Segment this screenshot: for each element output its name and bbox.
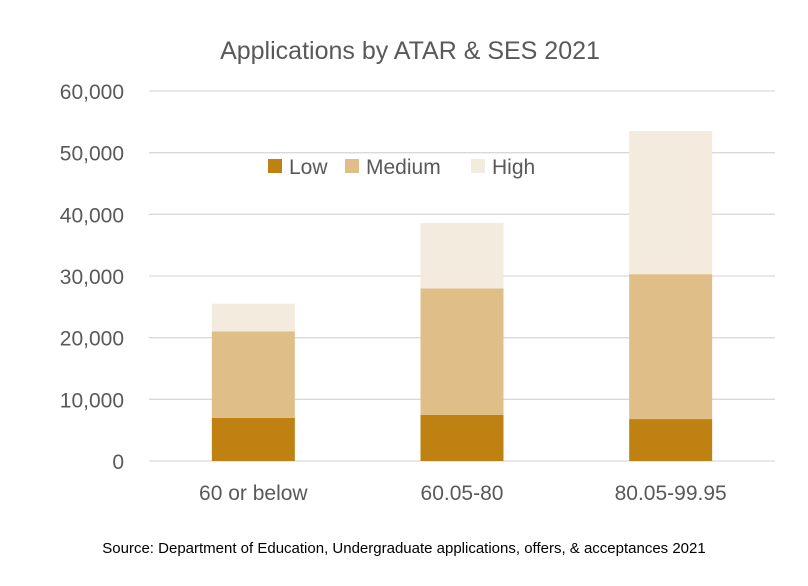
y-tick-label: 50,000 xyxy=(60,143,124,166)
x-tick-label: 60 or below xyxy=(199,482,308,505)
bar-segment-low xyxy=(211,417,295,461)
bar-segment-medium xyxy=(211,331,295,418)
legend-label: Low xyxy=(289,156,328,179)
bar-segment-high xyxy=(629,131,713,275)
legend: Low Medium High xyxy=(268,156,535,179)
bar-segment-low xyxy=(420,414,504,461)
y-axis: 0 10,000 20,000 30,000 40,000 50,000 60,000 xyxy=(60,81,124,474)
y-tick-label: 60,000 xyxy=(60,81,124,104)
legend-label: High xyxy=(492,156,535,179)
bar-segment-high xyxy=(420,222,504,289)
x-axis: 60 or below 60.05-80 80.05-99.95 xyxy=(199,482,727,505)
bars xyxy=(211,131,713,461)
y-tick-label: 0 xyxy=(112,451,124,474)
chart-title: Applications by ATAR & SES 2021 xyxy=(220,37,600,65)
x-tick-label: 60.05-80 xyxy=(421,482,504,505)
bar-segment-low xyxy=(629,419,713,461)
bar-segment-medium xyxy=(629,274,713,420)
legend-label: Medium xyxy=(366,156,441,179)
y-tick-label: 10,000 xyxy=(60,389,124,412)
x-tick-label: 80.05-99.95 xyxy=(615,482,727,505)
bar-segment-high xyxy=(211,303,295,332)
legend-swatch-low xyxy=(268,159,282,173)
bar-segment-medium xyxy=(420,288,504,415)
y-tick-label: 40,000 xyxy=(60,204,124,227)
legend-swatch-medium xyxy=(345,159,359,173)
legend-swatch-high xyxy=(471,159,485,173)
y-tick-label: 20,000 xyxy=(60,328,124,351)
y-tick-label: 30,000 xyxy=(60,266,124,289)
source-note: Source: Department of Education, Undergr… xyxy=(102,540,706,557)
